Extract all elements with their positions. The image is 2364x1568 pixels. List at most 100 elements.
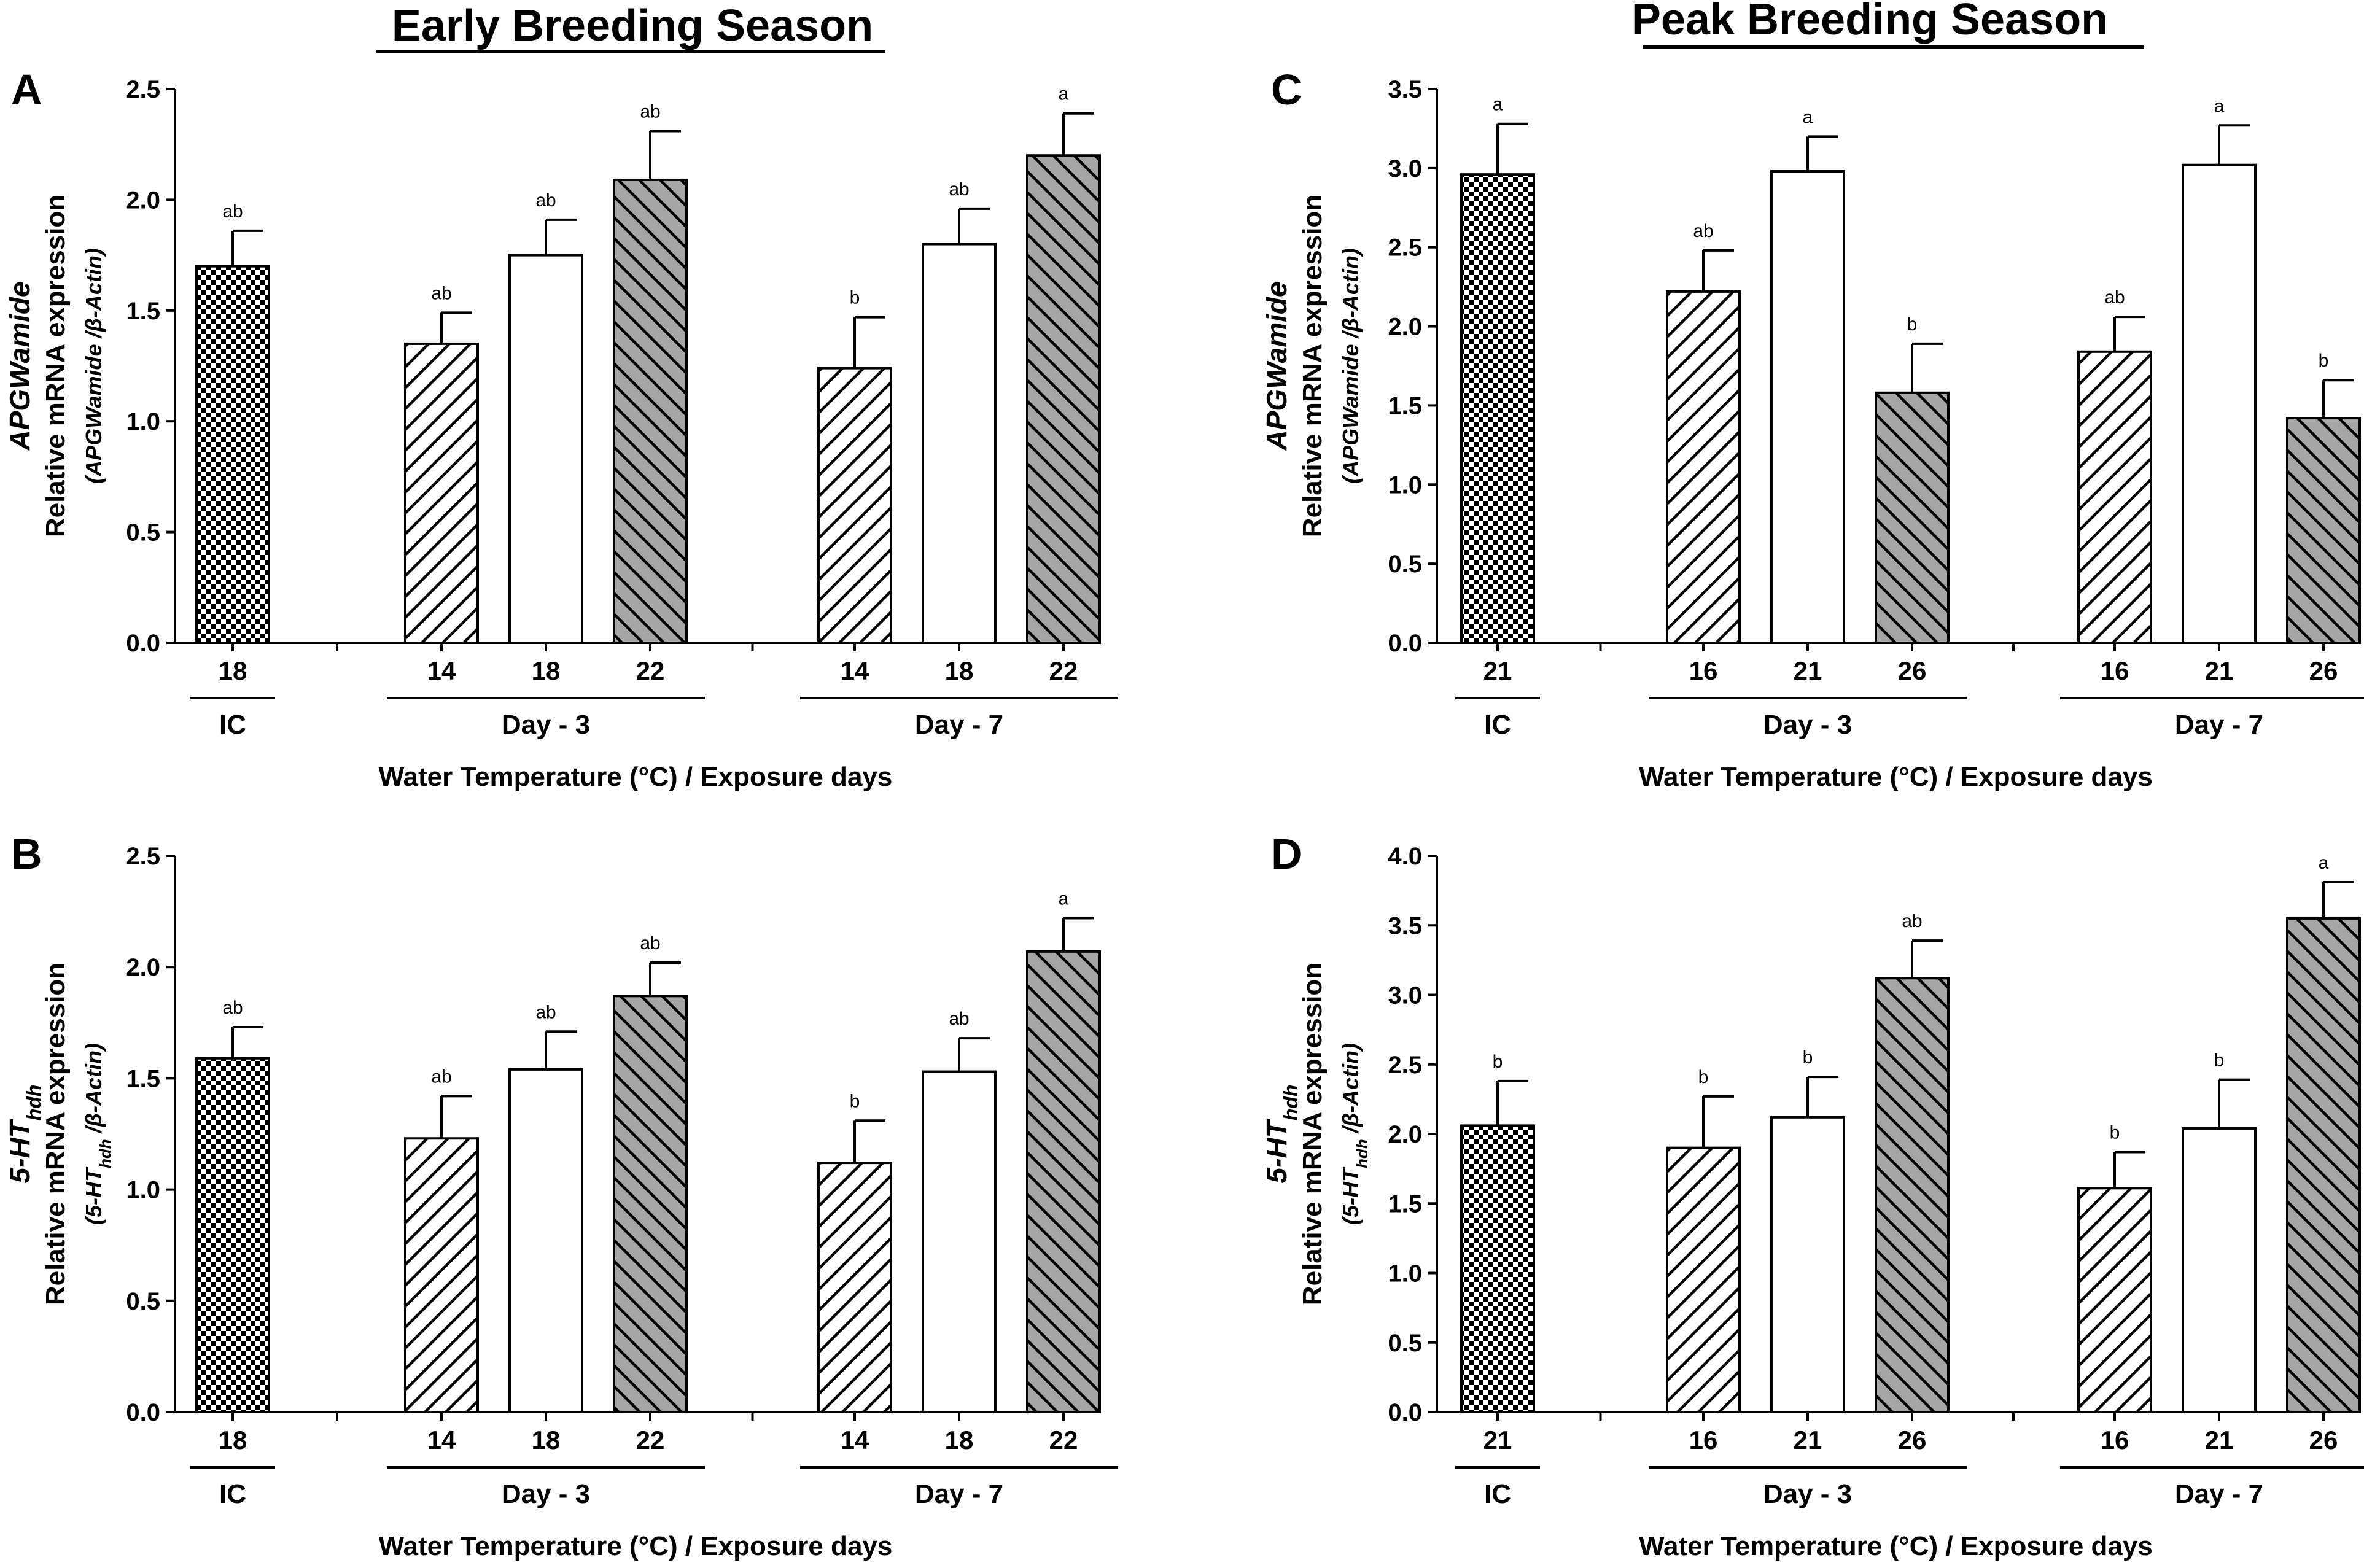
y-axis-gene-subscript: hdh (1280, 1085, 1302, 1121)
significance-letter: b (2319, 351, 2329, 371)
x-tick-label: 14 (427, 656, 456, 685)
bar (2286, 917, 2361, 1414)
x-tick-label: 21 (1794, 1426, 1822, 1454)
group-label: IC (219, 710, 246, 740)
y-tick-label: 2.0 (126, 187, 160, 214)
bar (817, 1162, 892, 1414)
x-tick-label: 16 (1689, 1426, 1718, 1454)
bar (1666, 290, 1741, 645)
significance-letter: b (1803, 1047, 1813, 1068)
panel-a-chart: 0.0 0.5 1.0 1.5 2.0 2.5 ab 18 ab 14 ab 18 ab 22 b 14 ab 1… (4, 76, 1118, 792)
bar (195, 1057, 270, 1414)
panel-d-chart: 0.00.51.01.52.02.53.03.54.0b21b16b21ab26… (1261, 843, 2364, 1561)
y-tick-label: 2.5 (1388, 1052, 1422, 1079)
x-tick-label: 14 (427, 1426, 456, 1454)
y-tick-label: 3.5 (1388, 76, 1422, 103)
y-axis-gene-text: 5-HT (1261, 1118, 1293, 1183)
bar (613, 995, 688, 1413)
x-tick-label: 21 (1483, 656, 1512, 685)
bar (508, 254, 583, 645)
group-label: Day - 7 (915, 710, 1003, 740)
x-axis-title: Water Temperature (°C) / Exposure days (1639, 1531, 2153, 1561)
group-label: IC (1484, 710, 1511, 740)
significance-letter: b (2214, 1050, 2225, 1071)
bar (2182, 1127, 2257, 1413)
significance-letter: ab (222, 998, 243, 1018)
significance-letter: ab (2104, 287, 2125, 308)
x-tick-label: 21 (2205, 656, 2234, 685)
y-axis-gene-text: APGWamide (4, 281, 36, 451)
significance-letter: ab (222, 201, 243, 222)
significance-letter: a (1493, 95, 1503, 115)
y-axis-ratio-label: (APGWamide /β-Actin) (81, 248, 106, 484)
significance-letter: b (2110, 1122, 2120, 1143)
x-axis-title: Water Temperature (°C) / Exposure days (1639, 762, 2153, 792)
group-label: Day - 7 (915, 1479, 1003, 1509)
x-tick-label: 22 (636, 1426, 665, 1454)
panel-letter-a: A (11, 66, 42, 114)
bar (1460, 1124, 1535, 1414)
y-axis-ratio-tail: /β-Actin) (81, 1043, 106, 1139)
y-tick-label: 2.5 (126, 843, 160, 870)
bar (1026, 154, 1101, 645)
y-axis-ratio-text: (5-HT (81, 1166, 106, 1225)
x-tick-label: 14 (841, 656, 869, 685)
panel-c-chart: 0.00.51.01.52.02.53.03.5a21ab16a21b26ab1… (1261, 76, 2364, 792)
significance-letter: ab (535, 190, 556, 211)
group-label: IC (219, 1479, 246, 1509)
significance-letter: b (850, 1091, 860, 1111)
bar (404, 1137, 479, 1414)
y-tick-label: 0.0 (1388, 630, 1422, 657)
significance-letter: a (1803, 107, 1813, 127)
y-axis-ratio-subscript: hdh (1353, 1139, 1371, 1168)
y-tick-label: 2.0 (126, 954, 160, 981)
y-tick-label: 0.5 (126, 519, 160, 546)
y-tick-label: 1.5 (1388, 392, 1422, 419)
significance-letter: ab (640, 102, 660, 122)
season-title-peak: Peak Breeding Season (1631, 0, 2108, 44)
y-tick-label: 2.5 (126, 76, 160, 103)
group-label: IC (1484, 1479, 1511, 1509)
x-tick-label: 16 (1689, 656, 1718, 685)
significance-letter: b (850, 288, 860, 308)
bar (1875, 391, 1950, 644)
x-tick-label: 21 (1794, 656, 1822, 685)
y-axis-ratio-label: (5-HThdh /β-Actin) (81, 1043, 114, 1225)
x-axis-title: Water Temperature (°C) / Exposure days (379, 762, 893, 792)
y-tick-label: 4.0 (1388, 843, 1422, 870)
x-tick-label: 26 (1898, 656, 1927, 685)
significance-letter: a (2214, 96, 2225, 116)
y-tick-label: 0.5 (1388, 551, 1422, 578)
x-tick-label: 18 (532, 656, 561, 685)
y-tick-label: 1.5 (126, 298, 160, 325)
bar (613, 178, 688, 645)
group-label: Day - 3 (502, 710, 590, 740)
bar (1666, 1146, 1741, 1414)
y-tick-label: 0.5 (1388, 1330, 1422, 1357)
bar (817, 367, 892, 644)
significance-letter: ab (949, 179, 969, 200)
y-tick-label: 3.5 (1388, 912, 1422, 939)
bar (404, 342, 479, 644)
y-tick-label: 3.0 (1388, 155, 1422, 182)
bar (1026, 950, 1101, 1414)
group-label: Day - 3 (1763, 710, 1852, 740)
y-tick-label: 1.5 (1388, 1190, 1422, 1217)
bar (508, 1068, 583, 1414)
group-label: Day - 7 (2175, 710, 2263, 740)
x-tick-label: 26 (1898, 1426, 1927, 1454)
x-tick-label: 22 (1049, 1426, 1078, 1454)
significance-letter: a (2319, 853, 2329, 873)
y-axis-title: Relative mRNA expression (1297, 195, 1328, 537)
bar (195, 265, 270, 644)
x-tick-label: 21 (2205, 1426, 2234, 1454)
x-tick-label: 16 (2101, 656, 2129, 685)
x-tick-label: 14 (841, 1426, 869, 1454)
y-tick-label: 2.5 (1388, 235, 1422, 262)
panel-letter-b: B (11, 830, 42, 878)
y-tick-label: 2.0 (1388, 1121, 1422, 1148)
bar (1770, 170, 1845, 644)
y-axis-ratio-label: (APGWamide /β-Actin) (1338, 248, 1363, 484)
y-axis-gene-text: 5-HT (4, 1118, 36, 1183)
